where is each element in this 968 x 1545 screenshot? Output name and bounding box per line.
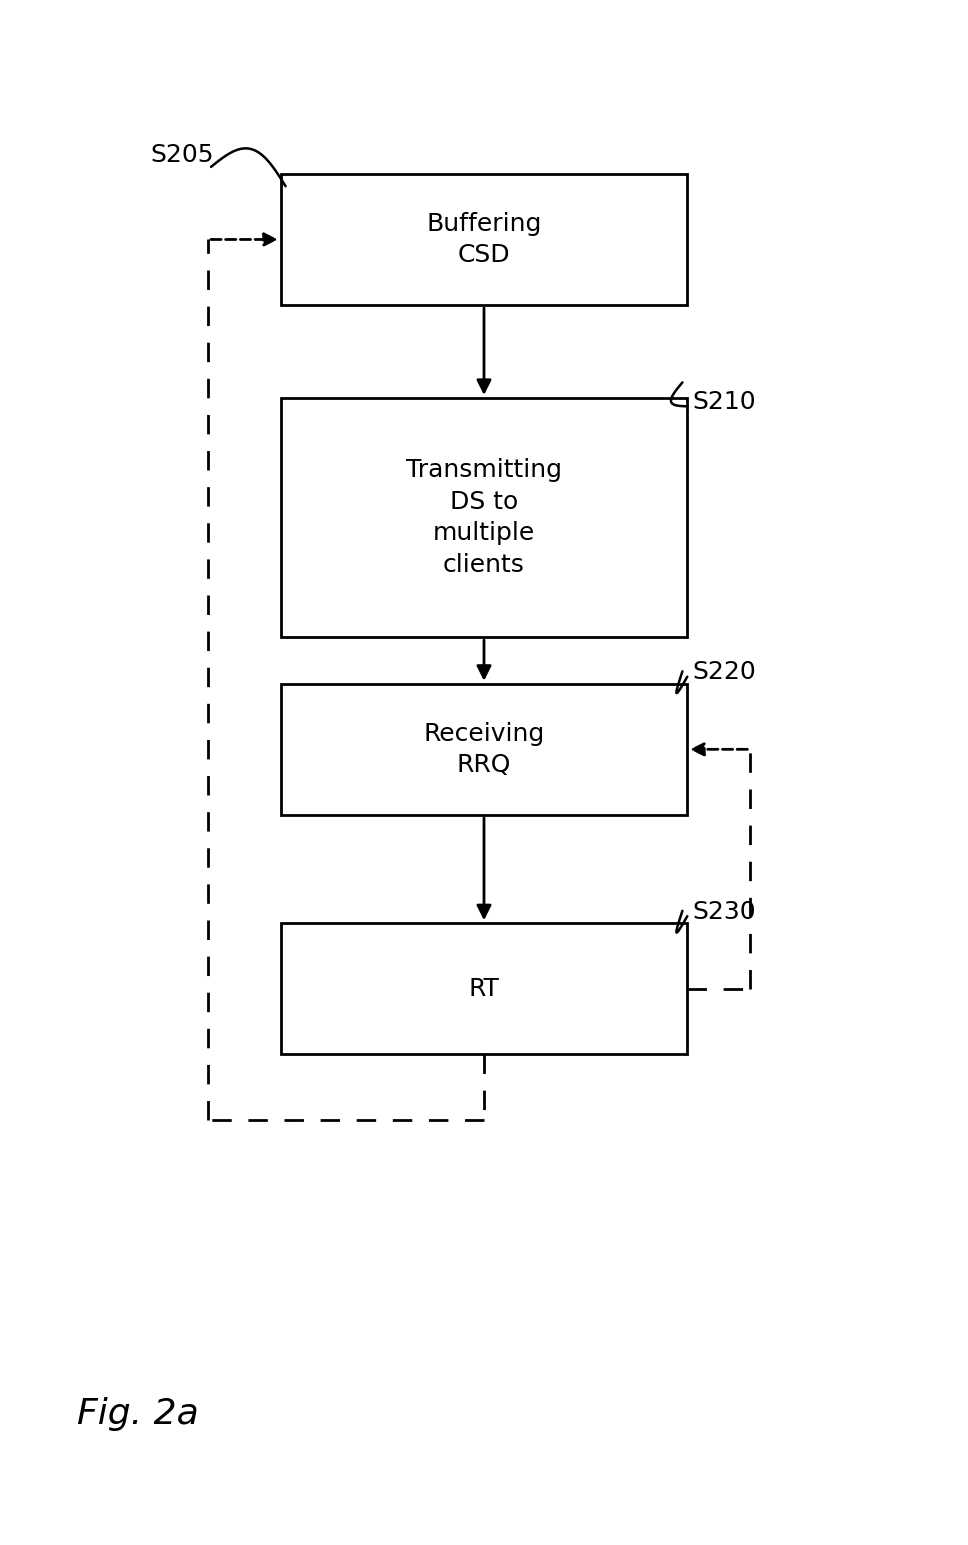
Text: S230: S230 bbox=[692, 899, 756, 924]
Text: RT: RT bbox=[469, 976, 499, 1001]
Bar bbox=[281, 922, 687, 1054]
Text: Fig. 2a: Fig. 2a bbox=[77, 1397, 199, 1431]
Text: S205: S205 bbox=[150, 142, 214, 167]
Bar bbox=[281, 173, 687, 306]
Text: S210: S210 bbox=[692, 389, 756, 414]
Text: S220: S220 bbox=[692, 660, 756, 684]
Text: Transmitting
DS to
multiple
clients: Transmitting DS to multiple clients bbox=[406, 459, 562, 576]
Bar bbox=[281, 683, 687, 816]
Text: Receiving
RRQ: Receiving RRQ bbox=[423, 722, 545, 777]
Text: Buffering
CSD: Buffering CSD bbox=[426, 212, 542, 267]
Bar bbox=[281, 397, 687, 637]
